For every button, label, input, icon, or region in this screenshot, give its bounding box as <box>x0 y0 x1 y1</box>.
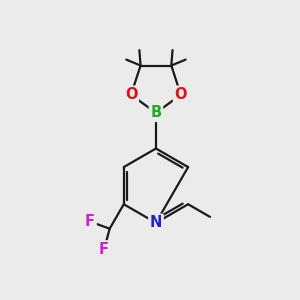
Text: B: B <box>150 105 161 120</box>
Text: F: F <box>85 214 95 229</box>
Text: N: N <box>150 215 162 230</box>
Text: F: F <box>99 242 109 257</box>
Text: O: O <box>125 87 137 102</box>
Text: O: O <box>175 87 187 102</box>
